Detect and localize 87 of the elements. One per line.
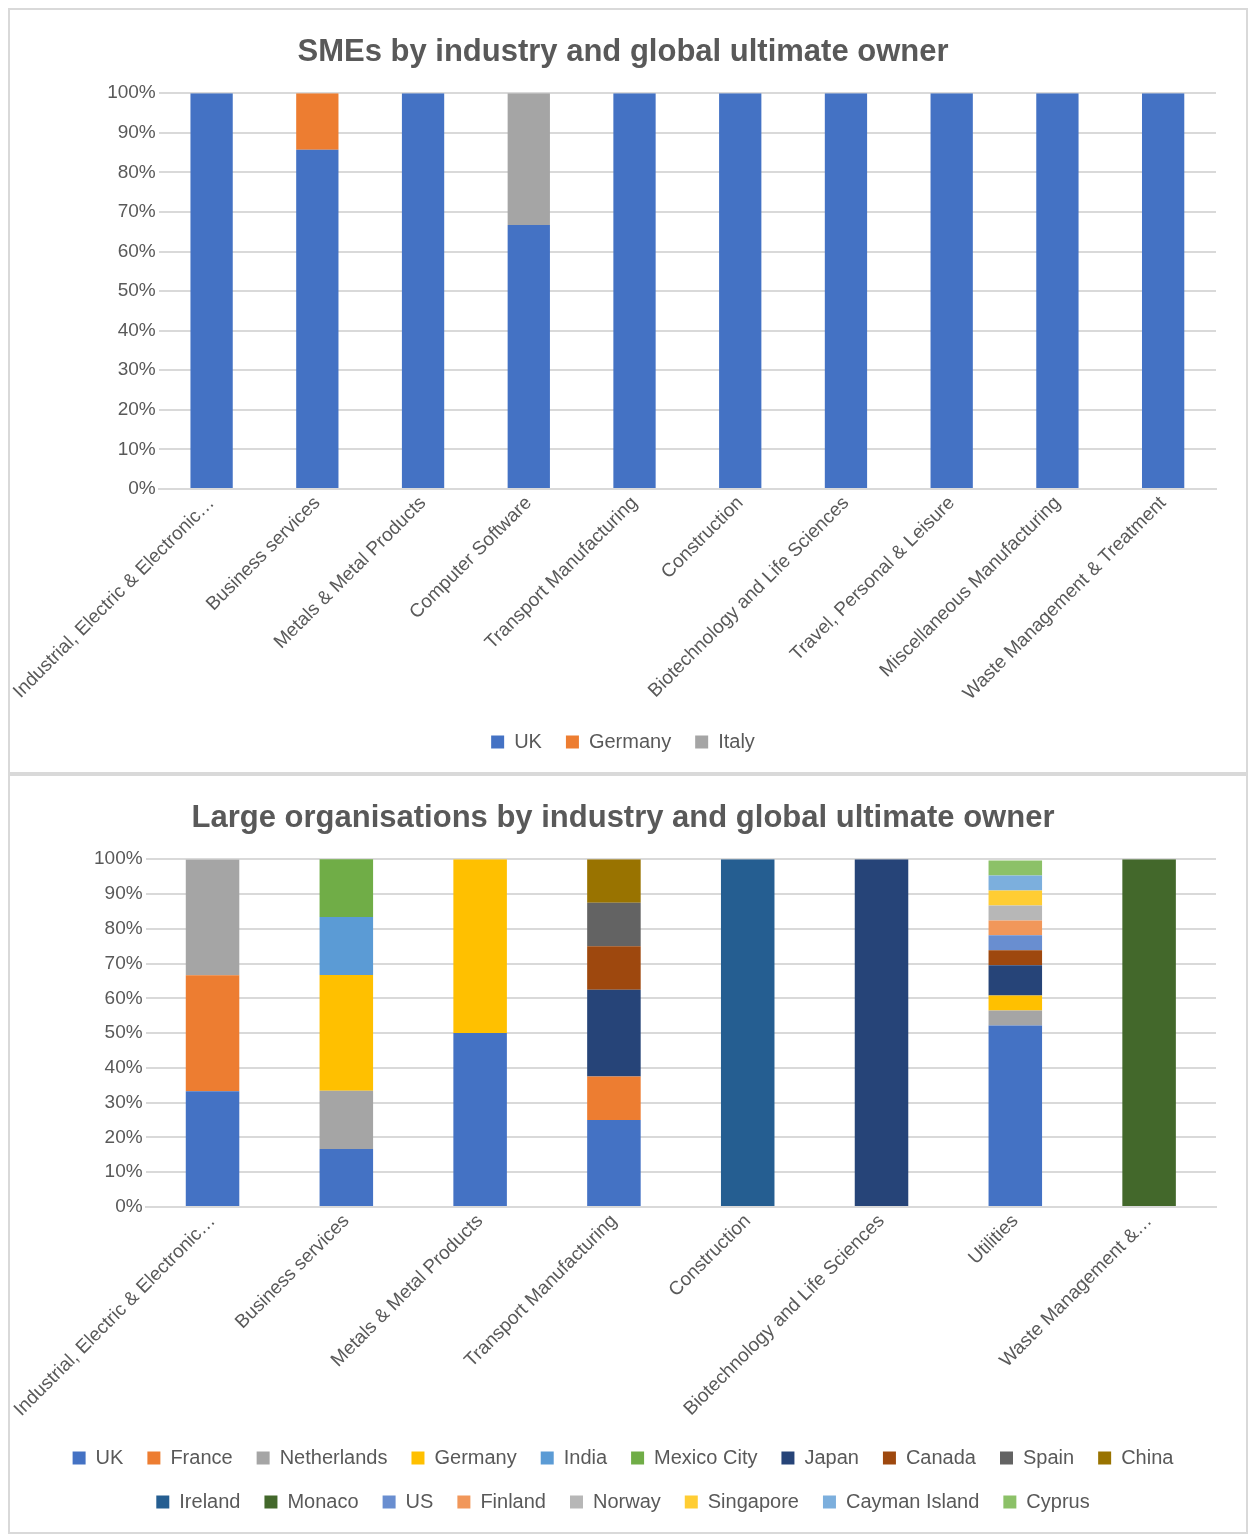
bar (507, 93, 550, 225)
bar (587, 1120, 641, 1206)
legend-label: Cayman Island (845, 1489, 980, 1512)
bar (587, 946, 641, 990)
bar (988, 905, 1043, 921)
y-tick-label: 80% (117, 160, 156, 182)
bar (988, 875, 1043, 891)
y-tick-label: 30% (104, 1090, 143, 1112)
y-tick-label: 80% (104, 917, 143, 938)
bar (988, 890, 1043, 906)
bar (319, 859, 374, 917)
bar (930, 93, 973, 488)
bar (453, 1033, 507, 1206)
bar (319, 975, 374, 1091)
y-tick-label: 60% (117, 239, 156, 261)
legend-label: Singapore (707, 1489, 799, 1512)
legend-label: Spain (1022, 1445, 1075, 1468)
chart-title: Large organisations by industry and global ultimate owner (191, 799, 1055, 835)
legend-label: India (563, 1445, 608, 1468)
legend-label: France (170, 1445, 233, 1468)
bar (296, 93, 339, 150)
bar (401, 93, 445, 488)
bar (1036, 93, 1079, 488)
legend-label: US (405, 1489, 434, 1512)
y-tick-label: 100% (107, 81, 156, 103)
bar (587, 1076, 641, 1121)
y-tick-label: 20% (104, 1125, 143, 1147)
legend-label: Italy (718, 729, 755, 752)
bar (988, 1025, 1043, 1206)
bar (185, 1091, 240, 1206)
legend-label: Germany (434, 1445, 517, 1468)
legend-label: Norway (592, 1489, 661, 1512)
y-tick-label: 20% (117, 398, 156, 420)
legend-label: Netherlands (279, 1445, 388, 1468)
y-tick-label: 50% (117, 279, 156, 301)
bar (1141, 93, 1185, 488)
bar (988, 920, 1043, 936)
y-tick-label: 10% (117, 437, 156, 459)
y-tick-label: 30% (117, 358, 156, 380)
bar (185, 975, 240, 1092)
legend-label: UK (95, 1445, 125, 1468)
bar (319, 1090, 374, 1149)
bar (988, 1010, 1043, 1026)
y-tick-label: 70% (117, 200, 156, 222)
bar (719, 93, 762, 488)
bar (988, 950, 1043, 966)
bar (988, 860, 1043, 876)
bar (720, 859, 775, 1206)
bar (988, 965, 1043, 996)
y-tick-label: 50% (104, 1021, 143, 1043)
y-tick-label: 60% (104, 986, 143, 1008)
y-tick-label: 90% (104, 882, 143, 904)
legend-label: Mexico City (654, 1445, 758, 1468)
legend-label: Germany (588, 729, 672, 752)
bar (190, 93, 233, 488)
y-tick-label: 0% (128, 477, 156, 499)
bar (587, 902, 641, 947)
y-tick-label: 70% (104, 951, 143, 973)
bar (587, 859, 641, 903)
y-tick-label: 40% (104, 1056, 143, 1078)
bar (587, 989, 641, 1077)
legend-label: Ireland (179, 1489, 241, 1512)
legend-label: Cyprus (1026, 1489, 1090, 1512)
chart-title: SMEs by industry and global ultimate owner (297, 33, 949, 69)
bar (824, 93, 868, 488)
y-tick-label: 40% (117, 318, 156, 340)
legend-label: China (1121, 1445, 1175, 1468)
legend-label: Monaco (287, 1489, 359, 1512)
y-tick-label: 0% (115, 1195, 143, 1217)
bar (319, 1148, 374, 1206)
y-tick-label: 100% (94, 847, 143, 869)
bar (854, 859, 909, 1206)
bar (1122, 859, 1176, 1206)
y-tick-label: 90% (117, 121, 156, 143)
legend-label: Finland (480, 1489, 546, 1512)
bar (613, 93, 656, 488)
bar (507, 225, 550, 488)
bar (296, 149, 339, 488)
legend-label: Canada (905, 1445, 977, 1468)
bar (185, 859, 240, 976)
bar (319, 916, 374, 976)
legend-label: Japan (804, 1445, 859, 1468)
legend-label: UK (514, 729, 543, 752)
bar (988, 995, 1043, 1011)
bar (988, 935, 1043, 951)
y-tick-label: 10% (104, 1160, 143, 1182)
bar (453, 859, 507, 1034)
